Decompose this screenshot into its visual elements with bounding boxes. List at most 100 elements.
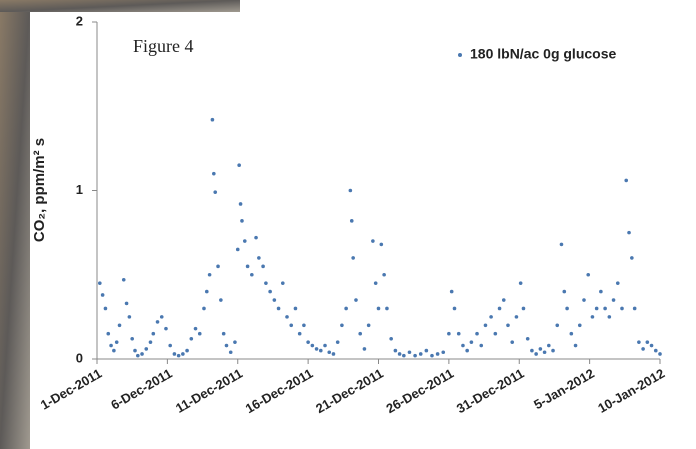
data-point	[159, 315, 164, 319]
data-point	[172, 352, 177, 356]
data-point	[204, 289, 209, 294]
data-point	[235, 247, 240, 252]
data-point	[530, 348, 534, 353]
data-point	[559, 242, 564, 247]
data-point	[133, 348, 137, 353]
chart-title: Figure 4	[133, 36, 194, 56]
data-point	[210, 117, 215, 122]
data-point	[224, 343, 229, 348]
data-point	[221, 331, 226, 336]
data-point	[534, 352, 538, 356]
data-point	[382, 272, 386, 277]
data-point	[424, 348, 429, 353]
data-point	[590, 315, 595, 319]
data-point	[117, 323, 122, 328]
data-point	[371, 239, 375, 243]
y-tick-label: 2	[76, 13, 83, 28]
data-point	[542, 350, 547, 355]
data-point	[518, 281, 523, 285]
data-point	[514, 315, 519, 319]
data-point	[547, 343, 551, 348]
data-point	[469, 340, 474, 344]
data-point	[582, 298, 586, 302]
data-point	[624, 178, 629, 183]
data-point	[151, 331, 156, 336]
data-point	[645, 340, 650, 344]
data-point	[599, 289, 603, 294]
data-point	[538, 347, 543, 351]
data-point	[348, 188, 353, 193]
data-point	[100, 293, 105, 297]
data-point	[373, 281, 378, 285]
data-point	[136, 353, 140, 358]
data-point	[310, 343, 315, 348]
data-point	[452, 306, 457, 311]
data-point	[376, 306, 381, 311]
data-point	[497, 306, 502, 311]
data-point	[285, 315, 289, 319]
data-point	[189, 336, 194, 341]
y-axis-label: CO₂, ppm/m² s	[31, 138, 48, 242]
data-point	[261, 264, 265, 269]
data-point	[413, 353, 417, 358]
data-point	[216, 264, 220, 269]
photo-strip	[0, 0, 30, 449]
data-point	[407, 350, 412, 355]
data-point	[349, 219, 354, 223]
data-point	[366, 323, 371, 328]
data-point	[280, 281, 285, 285]
data-point	[449, 289, 454, 294]
data-point	[506, 323, 510, 328]
data-point	[293, 306, 298, 311]
data-point	[637, 340, 641, 344]
data-point	[393, 348, 398, 353]
data-point	[250, 272, 254, 277]
data-point	[237, 163, 241, 168]
data-point	[562, 289, 567, 294]
data-point	[653, 348, 658, 353]
data-point	[272, 298, 277, 302]
data-point	[289, 323, 294, 328]
data-point	[112, 348, 116, 353]
data-point	[124, 301, 129, 306]
data-point	[106, 331, 111, 336]
data-point	[242, 239, 247, 243]
data-point	[318, 348, 323, 353]
data-point	[155, 320, 160, 324]
data-point	[489, 315, 493, 319]
data-point	[148, 340, 153, 344]
data-point	[615, 281, 620, 285]
data-point	[569, 331, 574, 336]
data-point	[555, 323, 560, 328]
data-point	[658, 352, 662, 356]
data-point	[202, 306, 206, 311]
data-point	[632, 306, 637, 311]
data-point	[121, 278, 126, 282]
data-point	[586, 272, 591, 277]
data-point	[344, 306, 348, 311]
data-point	[197, 331, 202, 336]
data-point	[127, 315, 132, 319]
photo-strip	[0, 0, 240, 12]
data-point	[465, 348, 469, 353]
data-point	[276, 306, 281, 311]
data-point	[441, 350, 446, 355]
data-point	[264, 281, 268, 285]
data-point	[603, 306, 607, 311]
data-point	[164, 326, 168, 331]
data-point	[168, 343, 172, 348]
data-point	[397, 352, 402, 356]
data-point	[389, 336, 393, 341]
data-point	[257, 256, 261, 260]
data-point	[461, 343, 465, 348]
data-point	[140, 352, 144, 356]
data-point	[103, 306, 108, 311]
data-point	[611, 298, 616, 302]
data-point	[627, 230, 631, 235]
data-point	[323, 343, 327, 348]
data-point	[525, 336, 530, 341]
data-point	[430, 353, 434, 358]
data-point	[510, 340, 515, 344]
